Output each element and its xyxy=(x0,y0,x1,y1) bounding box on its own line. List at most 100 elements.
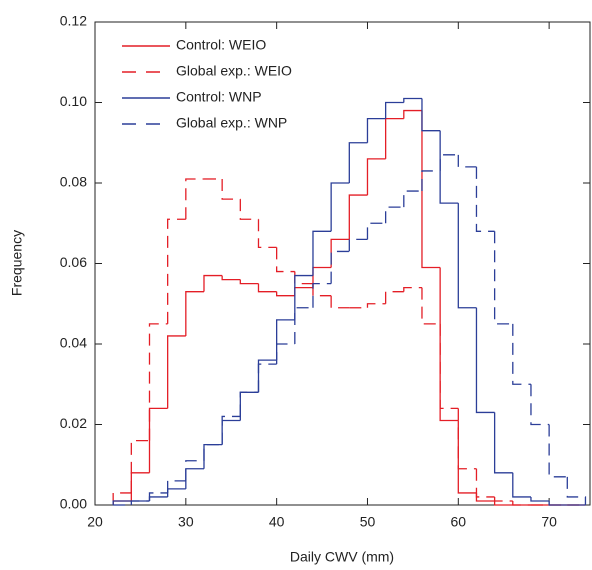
histogram-step xyxy=(130,500,150,505)
histogram-step xyxy=(548,424,568,478)
histogram-step xyxy=(421,287,441,325)
histogram-step xyxy=(203,443,223,469)
histogram-step xyxy=(348,238,368,252)
x-axis-title: Daily CWV (mm) xyxy=(290,549,394,565)
histogram-step xyxy=(493,500,513,506)
histogram-step xyxy=(276,343,295,365)
legend-label: Control: WNP xyxy=(176,89,262,105)
histogram-step xyxy=(239,279,259,285)
histogram-step xyxy=(276,291,295,297)
histogram-step xyxy=(148,496,168,501)
histogram-step xyxy=(294,287,313,296)
histogram-step xyxy=(330,250,350,284)
histogram-step xyxy=(566,476,587,505)
histogram-step xyxy=(167,488,186,497)
y-tick-label: 0.04 xyxy=(60,335,87,351)
histogram-step xyxy=(512,500,531,506)
histogram-step xyxy=(421,170,441,192)
histogram-step xyxy=(493,496,513,502)
histogram-step xyxy=(348,194,368,240)
histogram-step xyxy=(348,142,368,183)
y-tick-label: 0.08 xyxy=(60,174,87,190)
histogram-step xyxy=(384,291,404,304)
histogram-step xyxy=(493,412,513,474)
histogram-step xyxy=(257,359,277,393)
histogram-step xyxy=(294,274,313,320)
histogram-step xyxy=(512,323,531,385)
histogram-step xyxy=(403,190,422,208)
histogram-step xyxy=(294,307,313,344)
legend-label: Control: WEIO xyxy=(176,37,266,53)
histogram-step xyxy=(330,238,350,268)
histogram-step xyxy=(221,415,241,445)
histogram-step xyxy=(403,287,422,292)
histogram-step xyxy=(384,101,404,119)
histogram-step xyxy=(239,391,259,421)
x-tick-label: 20 xyxy=(87,514,103,530)
x-tick-label: 40 xyxy=(269,514,285,530)
histogram-step xyxy=(366,117,386,143)
histogram-step xyxy=(475,468,495,498)
histogram-step xyxy=(167,480,186,493)
histogram-step xyxy=(421,98,441,132)
histogram-step xyxy=(475,307,495,414)
histogram-step xyxy=(384,117,404,159)
histogram-step xyxy=(185,291,204,336)
legend-label: Global exp.: WNP xyxy=(176,115,287,131)
histogram-step xyxy=(403,97,422,103)
histogram-step xyxy=(257,363,277,393)
histogram-step xyxy=(312,283,332,297)
histogram-step xyxy=(239,391,259,417)
histogram-step xyxy=(112,500,132,505)
histogram-step xyxy=(312,266,332,288)
histogram-step xyxy=(276,319,295,361)
x-tick-label: 60 xyxy=(451,514,467,530)
histogram-step xyxy=(366,222,386,240)
histogram-step xyxy=(530,496,550,502)
y-tick-label: 0.06 xyxy=(60,254,87,270)
histogram-step xyxy=(330,295,350,309)
histogram-step xyxy=(312,230,332,276)
histogram-step xyxy=(276,247,295,273)
y-tick-label: 0.00 xyxy=(60,496,87,512)
histogram-step xyxy=(294,271,313,285)
histogram-step xyxy=(457,408,477,470)
x-tick-label: 30 xyxy=(178,514,194,530)
x-tick-label: 50 xyxy=(360,514,376,530)
x-tick-label: 70 xyxy=(541,514,557,530)
histogram-step xyxy=(167,335,186,409)
histogram-step xyxy=(130,439,150,493)
histogram-step xyxy=(112,492,132,505)
histogram-step xyxy=(203,443,223,461)
histogram-step xyxy=(185,178,204,220)
histogram-step xyxy=(148,323,168,441)
histogram-step xyxy=(257,283,277,293)
histogram-step xyxy=(530,384,550,426)
histogram-step xyxy=(312,282,332,308)
y-tick-label: 0.10 xyxy=(60,93,87,109)
histogram-step xyxy=(403,109,422,119)
histogram-step xyxy=(203,274,223,292)
histogram-step xyxy=(330,182,350,232)
histogram-step xyxy=(148,407,168,473)
histogram-step xyxy=(366,158,386,196)
histogram-step xyxy=(457,420,477,494)
histogram-step xyxy=(475,166,495,232)
histogram-step xyxy=(366,303,386,308)
histogram-step xyxy=(185,460,204,481)
y-tick-label: 0.12 xyxy=(60,13,87,29)
histogram-step xyxy=(493,231,513,325)
histogram-step xyxy=(221,178,241,200)
histogram-step xyxy=(221,275,241,281)
y-tick-label: 0.02 xyxy=(60,415,87,431)
histogram-step xyxy=(457,203,477,309)
y-axis-title: Frequency xyxy=(9,230,25,296)
legend-label: Global exp.: WEIO xyxy=(176,63,292,79)
histogram-step xyxy=(130,472,150,501)
histogram-step xyxy=(148,492,168,501)
histogram-step xyxy=(239,199,259,220)
histogram-step xyxy=(439,154,459,171)
histogram-step xyxy=(221,419,241,445)
histogram-step xyxy=(439,130,459,204)
